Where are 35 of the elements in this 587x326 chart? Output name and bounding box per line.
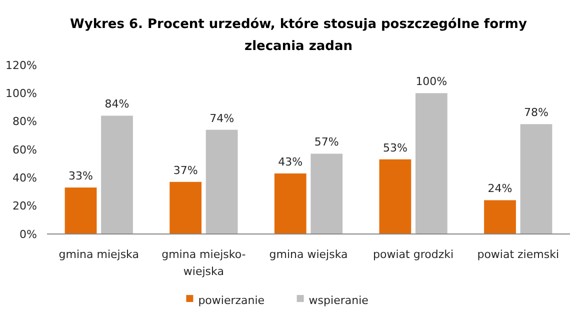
data-label: 43% [278, 155, 303, 168]
data-label: 33% [68, 170, 93, 183]
y-tick-label: 40% [12, 172, 37, 185]
x-tick-label: powiat grodzki [373, 248, 454, 261]
bar [310, 154, 343, 234]
bar [101, 116, 133, 234]
bar [379, 159, 412, 234]
data-label: 78% [524, 106, 548, 120]
y-tick-label: 20% [12, 200, 37, 213]
bar [64, 188, 97, 234]
y-tick-label: 80% [12, 115, 37, 128]
x-tick-label: gmina wiejska [269, 248, 348, 261]
data-label: 57% [314, 136, 339, 149]
data-label: 24% [488, 182, 512, 196]
y-tick-label: 120% [6, 58, 37, 72]
bar [484, 200, 516, 234]
bar [520, 124, 552, 234]
chart-title: Wykres 6. Procent urzedów, które stosuja poszczególne formy zlecania zadan [70, 17, 528, 54]
x-tick-label: gmina miejska [58, 248, 139, 261]
bar [206, 130, 238, 234]
x-tick-label: powiat ziemski [477, 248, 560, 261]
data-label: 53% [382, 141, 408, 154]
data-label: 100% [416, 75, 448, 88]
x-tick-label: gmina miejsko-wiejska [162, 248, 246, 278]
data-label: 74% [210, 112, 234, 125]
y-tick-label: 100% [6, 87, 37, 100]
data-label: 37% [173, 164, 198, 177]
legend-label: powierzanie [198, 294, 265, 307]
bar [170, 182, 202, 234]
y-tick-label: 60% [12, 143, 37, 156]
y-tick-label: 0% [20, 228, 37, 241]
bar [274, 173, 306, 234]
legend-label: wspieranie [308, 294, 369, 307]
data-label: 84% [104, 98, 130, 111]
bar [415, 93, 448, 234]
